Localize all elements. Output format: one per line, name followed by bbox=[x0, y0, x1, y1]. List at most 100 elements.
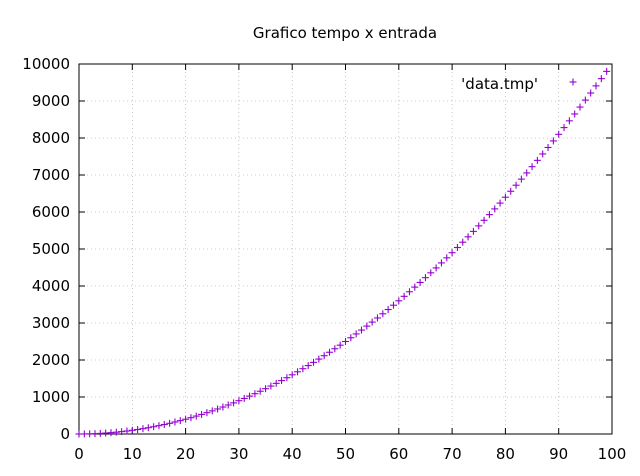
data-point bbox=[224, 401, 232, 409]
data-point bbox=[496, 199, 504, 207]
data-point bbox=[128, 426, 136, 434]
data-point bbox=[533, 156, 541, 164]
y-tick-label: 7000 bbox=[32, 166, 70, 184]
data-point bbox=[118, 428, 126, 436]
x-tick-label: 40 bbox=[283, 445, 302, 463]
data-point bbox=[235, 397, 243, 405]
data-point bbox=[112, 428, 120, 436]
tick-labels: 0 10 20 30 40 50 60 70 80 90 100010002000300040005… bbox=[22, 55, 626, 463]
grid-lines bbox=[79, 64, 612, 434]
data-point bbox=[373, 314, 381, 322]
data-point bbox=[123, 427, 131, 435]
data-point bbox=[576, 103, 584, 111]
data-point bbox=[544, 143, 552, 151]
x-tick-label: 50 bbox=[336, 445, 355, 463]
data-point bbox=[171, 418, 179, 426]
data-point bbox=[192, 412, 200, 420]
data-point bbox=[384, 306, 392, 314]
data-point bbox=[459, 238, 467, 246]
data-point bbox=[278, 377, 286, 385]
data-point bbox=[230, 399, 238, 407]
data-point bbox=[427, 269, 435, 277]
data-point bbox=[389, 301, 397, 309]
data-point bbox=[597, 75, 605, 83]
data-point bbox=[336, 341, 344, 349]
data-point bbox=[560, 124, 568, 132]
data-point bbox=[342, 338, 349, 345]
data-point bbox=[464, 233, 472, 241]
data-point bbox=[453, 243, 461, 251]
y-tick-label: 8000 bbox=[32, 129, 70, 147]
data-point bbox=[507, 187, 515, 195]
x-tick-label: 100 bbox=[598, 445, 627, 463]
data-point bbox=[320, 352, 328, 360]
data-point bbox=[368, 318, 376, 326]
data-point bbox=[491, 205, 499, 213]
data-point bbox=[347, 334, 355, 342]
x-tick-label: 60 bbox=[389, 445, 408, 463]
y-tick-label: 6000 bbox=[32, 203, 70, 221]
data-point bbox=[182, 415, 190, 423]
data-point bbox=[187, 414, 195, 422]
data-point bbox=[480, 216, 488, 224]
y-tick-label: 5000 bbox=[32, 240, 70, 258]
data-point bbox=[475, 222, 483, 230]
data-point bbox=[176, 417, 184, 425]
legend-marker bbox=[569, 78, 577, 86]
data-point bbox=[155, 422, 163, 430]
data-point bbox=[411, 283, 419, 291]
data-point bbox=[405, 288, 413, 296]
data-point bbox=[150, 423, 158, 431]
data-point bbox=[214, 405, 222, 413]
data-point bbox=[267, 382, 275, 390]
data-point bbox=[240, 394, 248, 402]
x-tick-label: 80 bbox=[496, 445, 515, 463]
x-tick-label: 90 bbox=[549, 445, 568, 463]
legend-label: 'data.tmp' bbox=[461, 75, 538, 93]
data-point bbox=[134, 426, 142, 434]
x-tick-label: 10 bbox=[123, 445, 142, 463]
data-point bbox=[395, 297, 403, 305]
data-point bbox=[262, 385, 270, 393]
data-point bbox=[587, 89, 595, 97]
data-point bbox=[166, 419, 174, 427]
data-point bbox=[144, 424, 152, 432]
data-point bbox=[421, 274, 429, 282]
y-tick-label: 9000 bbox=[32, 92, 70, 110]
data-point bbox=[198, 410, 206, 418]
data-point bbox=[326, 348, 334, 356]
data-point bbox=[443, 254, 451, 262]
data-point bbox=[331, 345, 339, 353]
data-point bbox=[208, 407, 216, 415]
data-point bbox=[512, 181, 520, 189]
data-point bbox=[416, 278, 424, 286]
x-tick-label: 70 bbox=[443, 445, 462, 463]
data-point bbox=[437, 259, 445, 267]
y-tick-label: 10000 bbox=[22, 55, 70, 73]
y-tick-label: 0 bbox=[60, 425, 70, 443]
data-point bbox=[485, 211, 493, 219]
data-point bbox=[603, 67, 611, 75]
data-point bbox=[219, 403, 227, 411]
data-point bbox=[581, 96, 589, 104]
data-point bbox=[528, 163, 536, 171]
data-point bbox=[283, 374, 291, 382]
data-series bbox=[75, 67, 611, 438]
data-point bbox=[304, 362, 312, 370]
y-tick-label: 1000 bbox=[32, 388, 70, 406]
legend: 'data.tmp' bbox=[461, 75, 577, 93]
data-point bbox=[400, 292, 408, 300]
chart-title: Grafico tempo x entrada bbox=[253, 24, 437, 42]
y-tick-label: 2000 bbox=[32, 351, 70, 369]
data-point bbox=[139, 425, 147, 433]
data-point bbox=[565, 117, 573, 125]
x-tick-label: 20 bbox=[176, 445, 195, 463]
data-point bbox=[310, 358, 318, 366]
data-point bbox=[517, 175, 525, 183]
data-point bbox=[160, 421, 168, 429]
data-point bbox=[448, 249, 456, 257]
data-point bbox=[539, 150, 547, 158]
data-point bbox=[549, 137, 557, 145]
data-point bbox=[288, 371, 296, 379]
